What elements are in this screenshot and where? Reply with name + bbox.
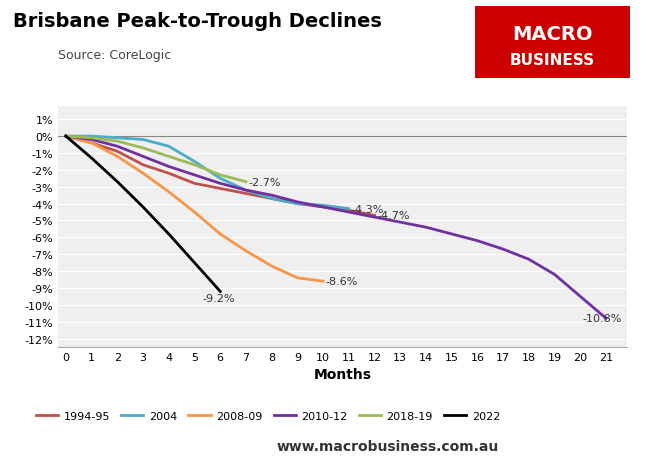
2018-19 xyxy=(165,154,172,160)
2008-09 xyxy=(191,210,198,215)
2022 xyxy=(165,232,172,237)
2008-09 xyxy=(216,232,224,237)
Line: 2022: 2022 xyxy=(66,137,220,292)
2010-12 xyxy=(551,272,559,278)
2022 xyxy=(62,134,70,139)
2008-09 xyxy=(293,275,301,281)
2010-12 xyxy=(319,205,327,210)
2008-09 xyxy=(319,279,327,284)
2004 xyxy=(165,144,172,150)
1994-95 xyxy=(165,171,172,176)
2022 xyxy=(139,205,147,210)
2004 xyxy=(345,206,353,212)
Text: -2.7%: -2.7% xyxy=(249,177,281,187)
2010-12 xyxy=(499,247,507,252)
X-axis label: Months: Months xyxy=(313,368,371,382)
Text: BUSINESS: BUSINESS xyxy=(510,53,595,68)
2022 xyxy=(191,260,198,266)
2010-12 xyxy=(114,144,121,150)
1994-95 xyxy=(62,134,70,139)
2010-12 xyxy=(371,215,379,220)
2010-12 xyxy=(602,316,610,321)
1994-95 xyxy=(371,213,379,219)
2010-12 xyxy=(525,257,533,263)
Line: 2010-12: 2010-12 xyxy=(66,137,606,319)
2004 xyxy=(139,138,147,143)
2010-12 xyxy=(474,238,481,244)
Line: 1994-95: 1994-95 xyxy=(66,137,375,216)
2018-19 xyxy=(216,173,224,178)
Text: MACRO: MACRO xyxy=(512,25,592,44)
2018-19 xyxy=(242,180,250,185)
2004 xyxy=(267,196,275,202)
2004 xyxy=(216,176,224,181)
1994-95 xyxy=(216,186,224,192)
2018-19 xyxy=(191,163,198,168)
1994-95 xyxy=(267,196,275,202)
2018-19 xyxy=(62,134,70,139)
Text: Source: CoreLogic: Source: CoreLogic xyxy=(58,49,171,62)
2004 xyxy=(191,159,198,165)
2008-09 xyxy=(139,171,147,176)
2004 xyxy=(242,188,250,194)
2004 xyxy=(293,201,301,207)
2010-12 xyxy=(216,181,224,187)
2004 xyxy=(88,134,96,139)
1994-95 xyxy=(114,149,121,155)
Text: -4.3%: -4.3% xyxy=(351,204,384,214)
2010-12 xyxy=(191,173,198,178)
2022 xyxy=(216,289,224,294)
2004 xyxy=(62,134,70,139)
2010-12 xyxy=(422,225,430,231)
1994-95 xyxy=(191,181,198,187)
2010-12 xyxy=(242,188,250,194)
2010-12 xyxy=(397,220,404,225)
2010-12 xyxy=(293,200,301,205)
2004 xyxy=(319,203,327,209)
2018-19 xyxy=(139,146,147,151)
2008-09 xyxy=(62,134,70,139)
2022 xyxy=(114,180,121,185)
1994-95 xyxy=(242,191,250,197)
2010-12 xyxy=(165,164,172,170)
2010-12 xyxy=(267,193,275,199)
2018-19 xyxy=(88,136,96,141)
2008-09 xyxy=(88,141,96,146)
1994-95 xyxy=(139,163,147,168)
Text: -8.6%: -8.6% xyxy=(326,276,358,287)
1994-95 xyxy=(345,208,353,213)
2008-09 xyxy=(165,189,172,195)
2008-09 xyxy=(242,249,250,254)
Text: -10.8%: -10.8% xyxy=(583,313,622,324)
Text: www.macrobusiness.com.au: www.macrobusiness.com.au xyxy=(276,439,499,453)
2004 xyxy=(114,136,121,141)
Text: -4.7%: -4.7% xyxy=(377,211,410,221)
2022 xyxy=(88,156,96,162)
Line: 2008-09: 2008-09 xyxy=(66,137,323,282)
2010-12 xyxy=(448,232,455,237)
2010-12 xyxy=(62,134,70,139)
2008-09 xyxy=(114,154,121,160)
1994-95 xyxy=(88,141,96,146)
2010-12 xyxy=(88,138,96,143)
Line: 2018-19: 2018-19 xyxy=(66,137,246,182)
Text: -9.2%: -9.2% xyxy=(202,294,234,303)
2010-12 xyxy=(139,154,147,160)
1994-95 xyxy=(319,205,327,210)
Legend: 1994-95, 2004, 2008-09, 2010-12, 2018-19, 2022: 1994-95, 2004, 2008-09, 2010-12, 2018-19… xyxy=(32,406,505,425)
2018-19 xyxy=(114,139,121,144)
2008-09 xyxy=(267,263,275,269)
2010-12 xyxy=(345,210,353,215)
2010-12 xyxy=(576,294,584,300)
1994-95 xyxy=(293,201,301,207)
Text: Brisbane Peak-to-Trough Declines: Brisbane Peak-to-Trough Declines xyxy=(13,12,382,31)
Line: 2004: 2004 xyxy=(66,137,349,209)
